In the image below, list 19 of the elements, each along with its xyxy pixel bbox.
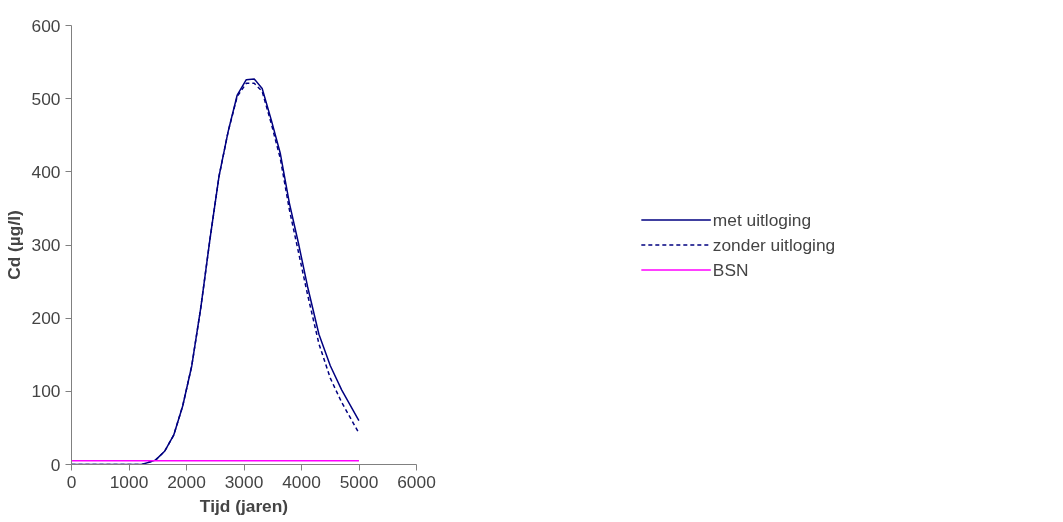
y-tick-label: 0: [50, 454, 61, 475]
x-tick-label: 5000: [339, 471, 379, 492]
x-tick-label: 0: [66, 471, 77, 492]
y-tick-label: 600: [31, 15, 61, 36]
legend-label: zonder uitloging: [712, 234, 836, 255]
x-tick-label: 3000: [224, 471, 264, 492]
y-tick-label: 200: [31, 308, 61, 329]
y-tick-label: 100: [31, 381, 61, 402]
legend-label: BSN: [712, 259, 749, 280]
legend-label: met uitloging: [712, 209, 812, 230]
y-tick-label: 500: [31, 88, 61, 109]
y-tick-label: 300: [31, 235, 61, 255]
y-axis-title: Cd (µg/l): [3, 210, 24, 280]
y-tick-label: 400: [31, 161, 61, 182]
x-tick-label: 1000: [109, 471, 149, 492]
x-tick-label: 4000: [282, 471, 321, 492]
x-tick-label: 6000: [397, 471, 436, 492]
x-axis-title: Tijd (jaren): [199, 495, 289, 516]
x-tick-label: 2000: [167, 471, 206, 492]
